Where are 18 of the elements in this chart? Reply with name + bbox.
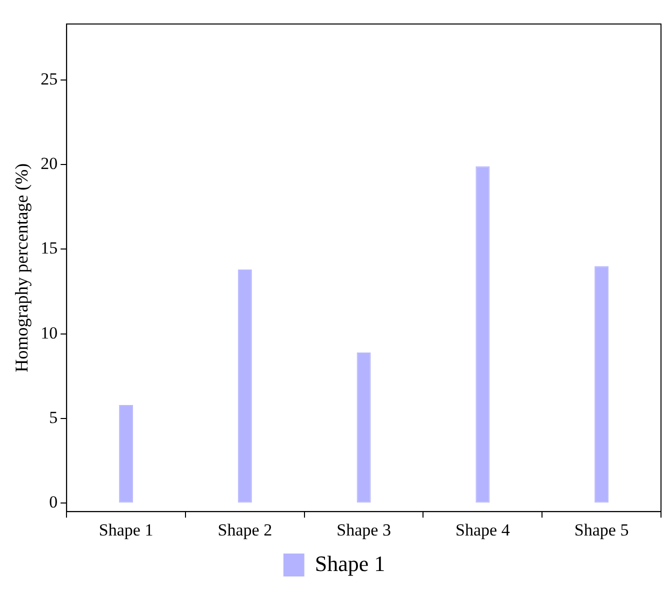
y-axis-title: Homography percentage (%) xyxy=(12,163,32,372)
y-tick-label: 15 xyxy=(40,238,58,258)
bar xyxy=(594,266,609,503)
x-tick-label: Shape 1 xyxy=(98,520,154,540)
x-tick-label: Shape 2 xyxy=(218,520,272,540)
bar xyxy=(119,404,134,503)
x-tick-label: Shape 5 xyxy=(574,520,629,540)
bar xyxy=(356,352,371,503)
y-tick-label: 20 xyxy=(40,154,58,173)
x-tick-label: Shape 4 xyxy=(456,520,510,540)
bar xyxy=(238,269,252,503)
y-tick-label: 25 xyxy=(40,69,58,88)
legend-label: Shape 1 xyxy=(314,550,386,576)
bar xyxy=(476,166,490,503)
x-tick-label: Shape 3 xyxy=(336,520,391,540)
y-tick-label: 5 xyxy=(49,408,58,427)
y-tick-label: 10 xyxy=(40,323,58,342)
y-tick-label: 0 xyxy=(49,492,58,512)
